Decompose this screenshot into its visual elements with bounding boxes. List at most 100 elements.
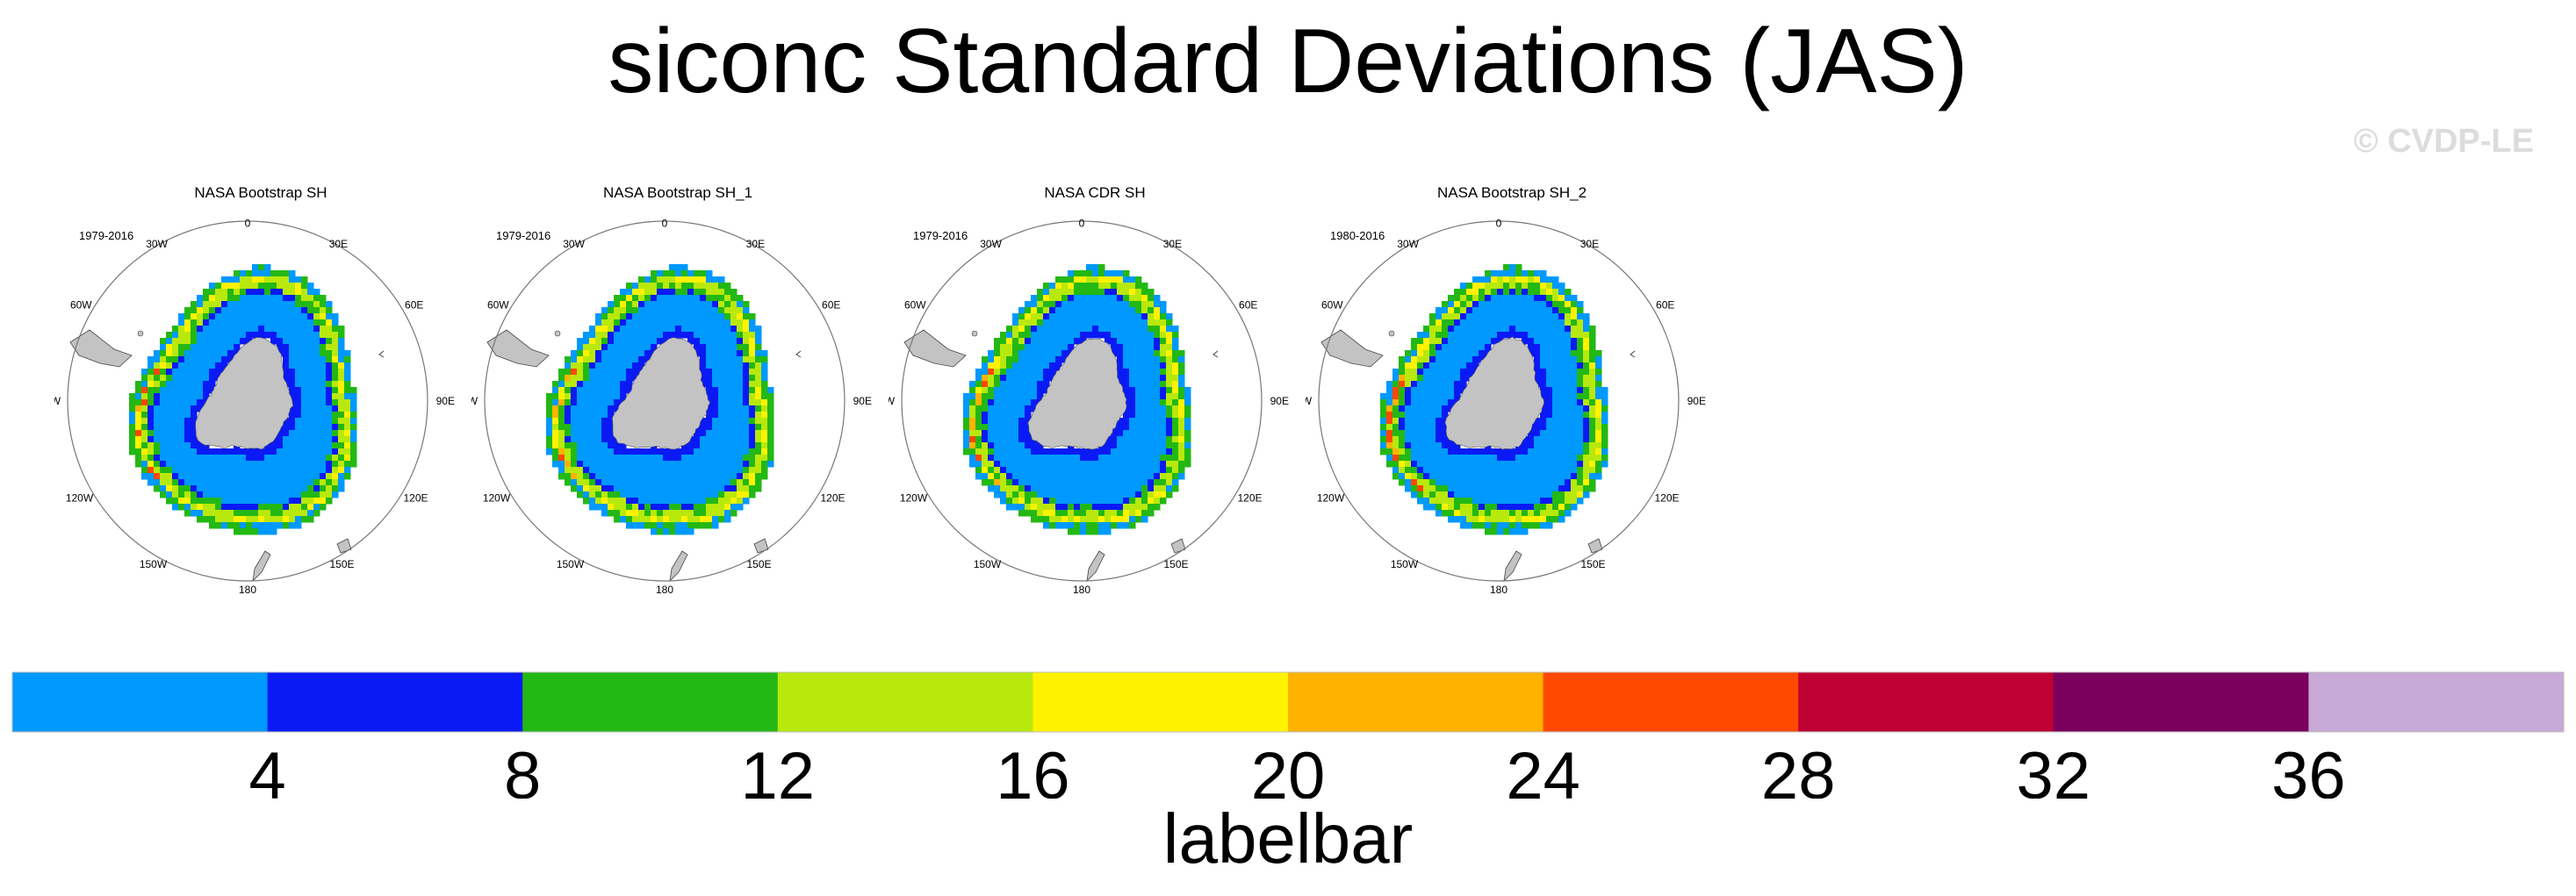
ice-std-cell [1429, 326, 1436, 333]
ice-std-cell [651, 301, 658, 308]
ice-std-cell [1509, 264, 1516, 271]
ice-std-cell [295, 332, 302, 339]
ice-std-cell [1583, 326, 1590, 333]
ice-std-cell [1411, 393, 1418, 400]
ice-std-cell [1154, 491, 1161, 498]
ice-std-cell [1000, 381, 1007, 388]
ice-std-cell [994, 442, 1001, 449]
ice-std-cell [571, 442, 578, 449]
ice-std-cell [1466, 319, 1473, 326]
ice-std-cell [301, 485, 308, 492]
ice-std-cell [1454, 332, 1461, 339]
ice-std-cell [963, 448, 970, 455]
ice-std-cell [277, 295, 284, 302]
ice-std-cell [307, 442, 314, 449]
ice-std-cell [1571, 350, 1578, 357]
ice-std-cell [730, 424, 738, 431]
ice-std-cell [1141, 375, 1148, 382]
ice-std-cell [657, 522, 664, 529]
ice-std-cell [148, 405, 155, 412]
ice-std-cell [215, 356, 222, 363]
ice-std-cell [1012, 381, 1019, 388]
ice-std-cell [1117, 375, 1124, 382]
ice-std-cell [1092, 498, 1099, 505]
longitude-label: 30W [980, 238, 1002, 250]
ice-std-cell [1565, 326, 1572, 333]
ice-std-cell [215, 467, 222, 474]
ice-std-cell [129, 424, 136, 431]
ice-std-cell [663, 332, 670, 339]
ice-std-cell [767, 461, 774, 468]
colorbar-tick-label: 28 [1761, 739, 1836, 799]
ice-std-cell [1117, 301, 1124, 308]
ice-std-cell [227, 289, 234, 296]
ice-std-cell [608, 381, 615, 388]
ice-std-cell [724, 301, 731, 308]
ice-std-cell [209, 369, 216, 376]
ice-std-cell [1442, 356, 1449, 363]
ice-std-cell [148, 467, 155, 474]
ice-std-cell [1472, 283, 1479, 290]
ice-std-cell [1098, 528, 1105, 535]
ice-std-cell [289, 491, 296, 498]
ice-std-cell [234, 301, 241, 308]
ice-std-cell [1006, 405, 1013, 412]
ice-std-cell [595, 479, 602, 486]
ice-std-cell [687, 498, 694, 505]
ice-std-cell [651, 473, 658, 480]
ice-std-cell [638, 455, 645, 462]
ice-std-cell [718, 479, 725, 486]
ice-std-cell [326, 442, 333, 449]
ice-std-cell [1006, 455, 1013, 462]
ice-std-cell [191, 479, 198, 486]
ice-std-cell [1558, 412, 1565, 419]
ice-std-cell [1509, 319, 1516, 326]
ice-std-cell [694, 461, 701, 468]
ice-std-cell [184, 319, 191, 326]
ice-std-cell [1148, 338, 1155, 345]
ice-std-cell [1503, 295, 1510, 302]
ice-std-cell [338, 344, 345, 351]
ice-std-cell [1166, 369, 1173, 376]
ice-std-cell [1436, 448, 1443, 455]
ice-std-cell [1552, 307, 1559, 314]
ice-std-cell [1454, 356, 1461, 363]
ice-std-cell [277, 289, 284, 296]
ice-std-cell [737, 467, 744, 474]
ice-std-cell [1472, 473, 1479, 480]
ice-std-cell [608, 301, 615, 308]
ice-std-cell [982, 393, 989, 400]
ice-std-cell [663, 295, 670, 302]
ice-std-cell [1485, 270, 1492, 277]
ice-std-cell [982, 387, 989, 394]
ice-std-cell [1154, 473, 1161, 480]
ice-std-cell [1583, 479, 1590, 486]
ice-std-cell [644, 283, 651, 290]
ice-std-cell [1601, 393, 1608, 400]
ice-std-cell [1534, 350, 1541, 357]
ice-std-cell [730, 319, 738, 326]
ice-std-cell [583, 399, 590, 406]
ice-std-cell [1392, 393, 1400, 400]
ice-std-cell [338, 461, 345, 468]
ice-std-cell [326, 369, 333, 376]
ice-std-cell [240, 498, 247, 505]
ice-std-cell [1485, 522, 1492, 529]
ice-std-cell [1012, 405, 1019, 412]
ice-std-cell [246, 485, 253, 492]
ice-std-cell [1092, 528, 1099, 535]
ice-std-cell [350, 436, 357, 443]
ice-std-cell [1080, 276, 1087, 283]
ice-std-cell [982, 412, 989, 419]
ice-std-cell [975, 369, 982, 376]
ice-std-cell [687, 528, 694, 535]
longitude-label: 90W [1306, 395, 1313, 407]
ice-std-cell [718, 301, 725, 308]
ice-std-cell [1154, 381, 1161, 388]
ice-std-cell [982, 473, 989, 480]
ice-std-cell [1577, 369, 1584, 376]
ice-std-cell [1000, 344, 1007, 351]
ice-std-cell [1405, 393, 1412, 400]
ice-std-cell [1571, 344, 1578, 351]
ice-std-cell [718, 326, 725, 333]
